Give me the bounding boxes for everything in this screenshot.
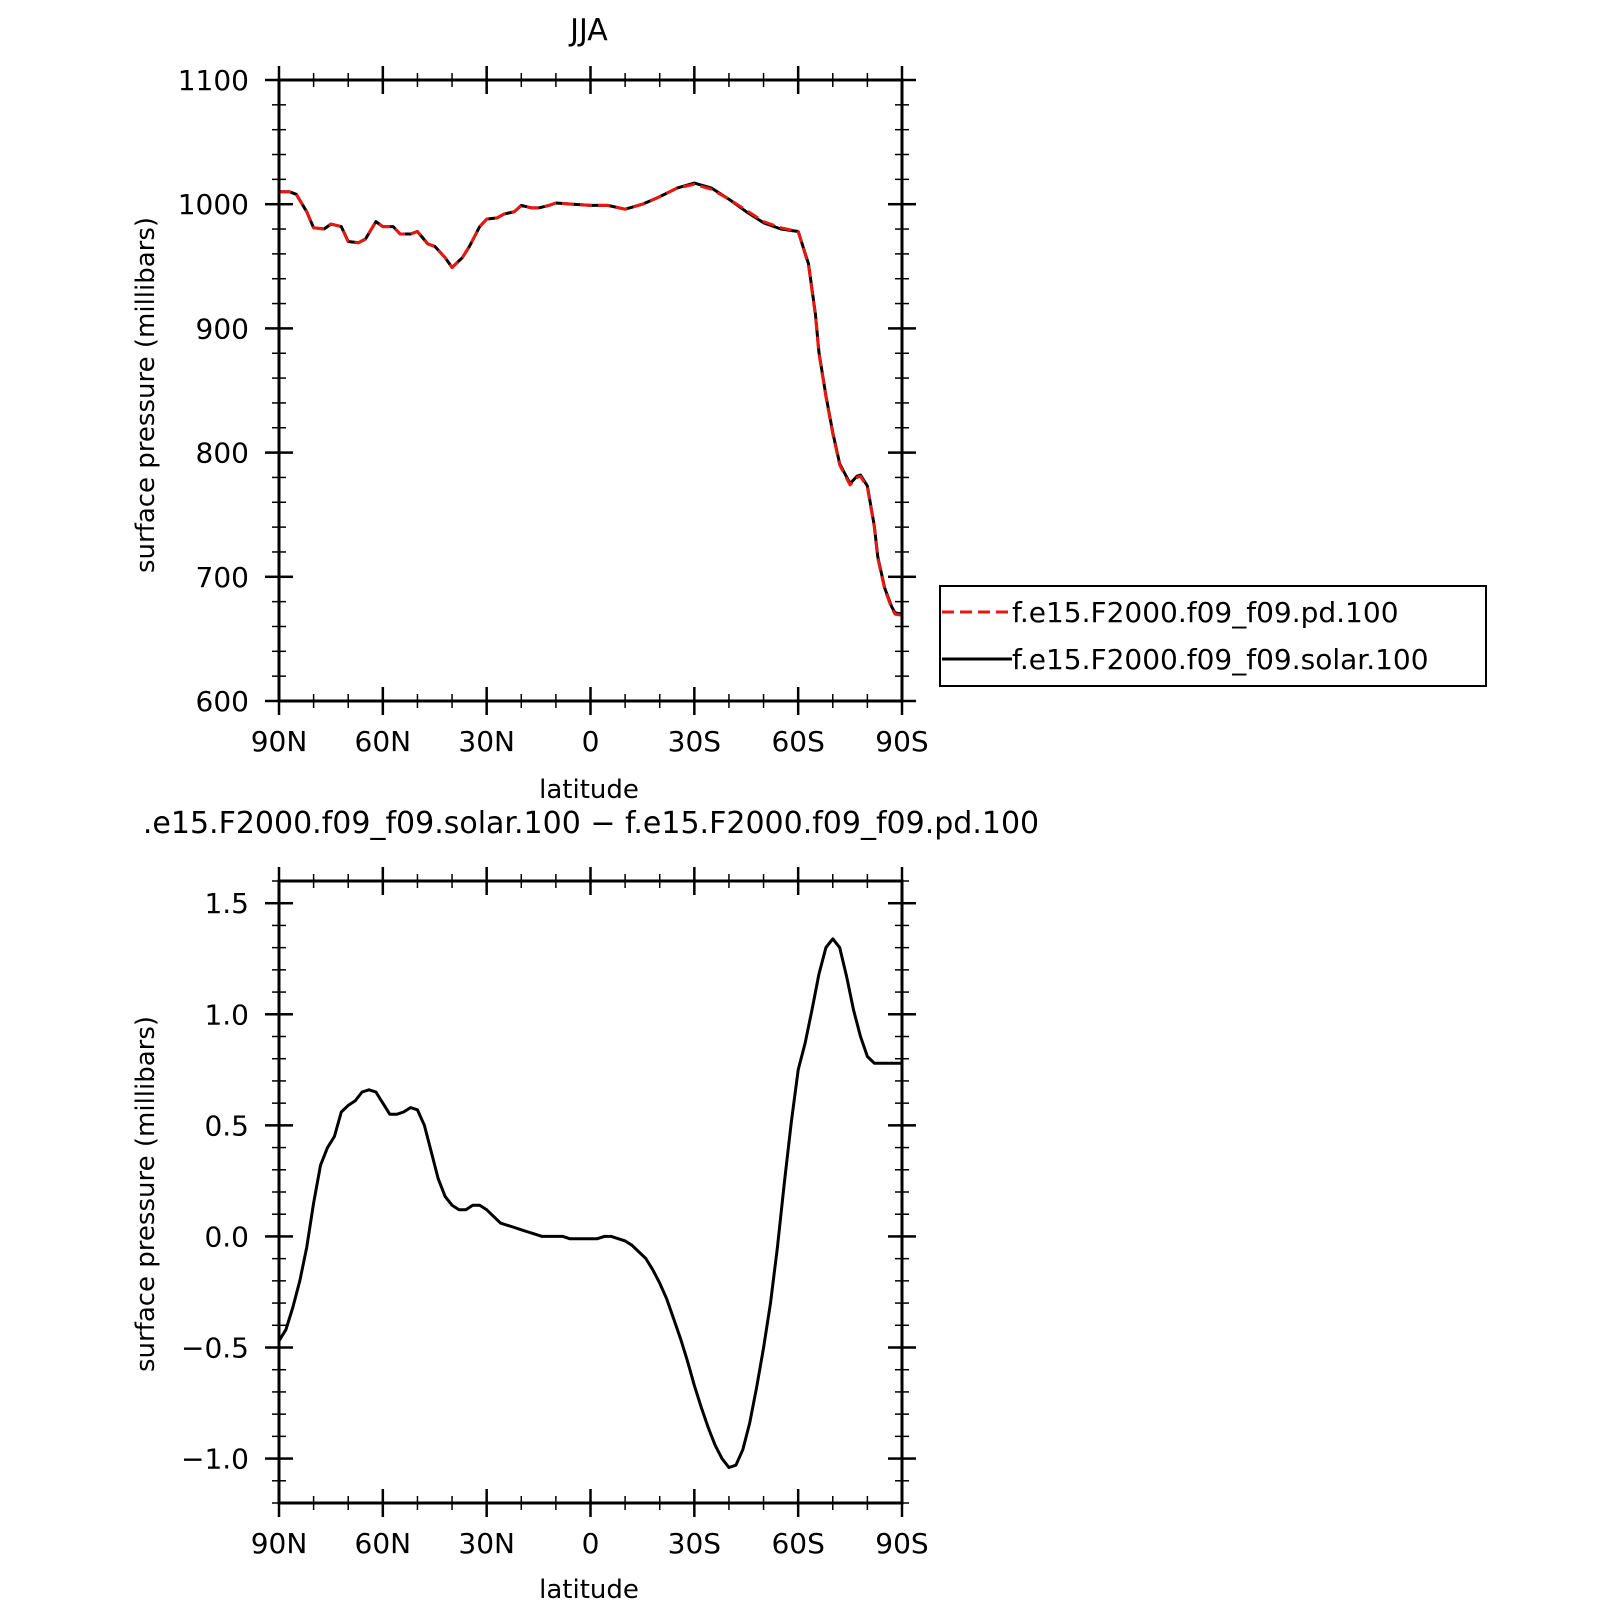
x-tick-label: 60S [771,725,824,758]
y-axis-label: surface pressure (millibars) [131,1016,161,1372]
y-tick-label: 0.0 [204,1220,249,1253]
series-line-f-e15-f2000-f09-f09-pd-100 [279,182,903,617]
y-tick-label: 900 [196,312,249,345]
x-tick-label: 90S [875,1527,928,1560]
panel-surface-pressure-jja: JJA surface pressure (millibars) latitud… [131,13,1487,805]
y-tick-label: 700 [196,561,249,594]
legend-box [939,585,1487,687]
x-tick-label: 30N [458,725,515,758]
legend-label-pd: f.e15.F2000.f09_f09.pd.100 [1012,596,1399,629]
panel-surface-pressure-difference: .e15.F2000.f09_f09.solar.100 − f.e15.F20… [131,806,1039,1605]
x-tick-label: 60S [771,1527,824,1560]
axis-ticks: 90N 60N 30N 0 30S 60S 90S 600 700 800 900 1000 1100 [178,64,929,758]
x-tick-label: 60N [355,1527,412,1560]
plot-frame [277,879,904,1505]
chart-title: JJA [568,13,608,48]
x-tick-label: 30S [668,1527,721,1560]
x-tick-label: 90N [251,725,308,758]
x-tick-label: 90S [875,725,928,758]
x-tick-label: 60N [355,725,412,758]
series-line-difference [277,937,902,1469]
y-axis-label: surface pressure (millibars) [131,217,161,573]
axis-ticks: 90N 60N 30N 0 30S 60S 90S −1.0 −0.5 0.0 0.5 1.0 1.5 [181,867,929,1560]
legend-label-solar: f.e15.F2000.f09_f09.solar.100 [1012,643,1429,676]
x-tick-label: 90N [251,1527,308,1560]
y-tick-label: 800 [196,437,249,470]
x-tick-label: 0 [582,1527,600,1560]
y-tick-label: 0.5 [204,1109,249,1142]
plot-frame [277,78,904,703]
x-axis-label: latitude [539,1575,639,1605]
y-tick-label: 1.0 [204,998,249,1031]
y-tick-label: 600 [196,685,249,718]
series-line-f-e15-f2000-f09-f09-solar-100 [279,181,903,616]
y-tick-label: −1.0 [181,1443,249,1476]
y-tick-label: −0.5 [181,1332,249,1365]
plot-series [279,181,903,617]
x-tick-label: 30N [458,1527,515,1560]
y-tick-label: 1100 [178,64,249,97]
legend: f.e15.F2000.f09_f09.pd.100 f.e15.F2000.f… [939,585,1487,687]
x-tick-label: 0 [582,725,600,758]
chart-title: .e15.F2000.f09_f09.solar.100 − f.e15.F20… [143,806,1039,841]
x-axis-label: latitude [539,775,639,805]
plot-series [277,937,902,1469]
y-tick-label: 1000 [178,188,249,221]
y-tick-label: 1.5 [204,887,249,920]
x-tick-label: 30S [668,725,721,758]
